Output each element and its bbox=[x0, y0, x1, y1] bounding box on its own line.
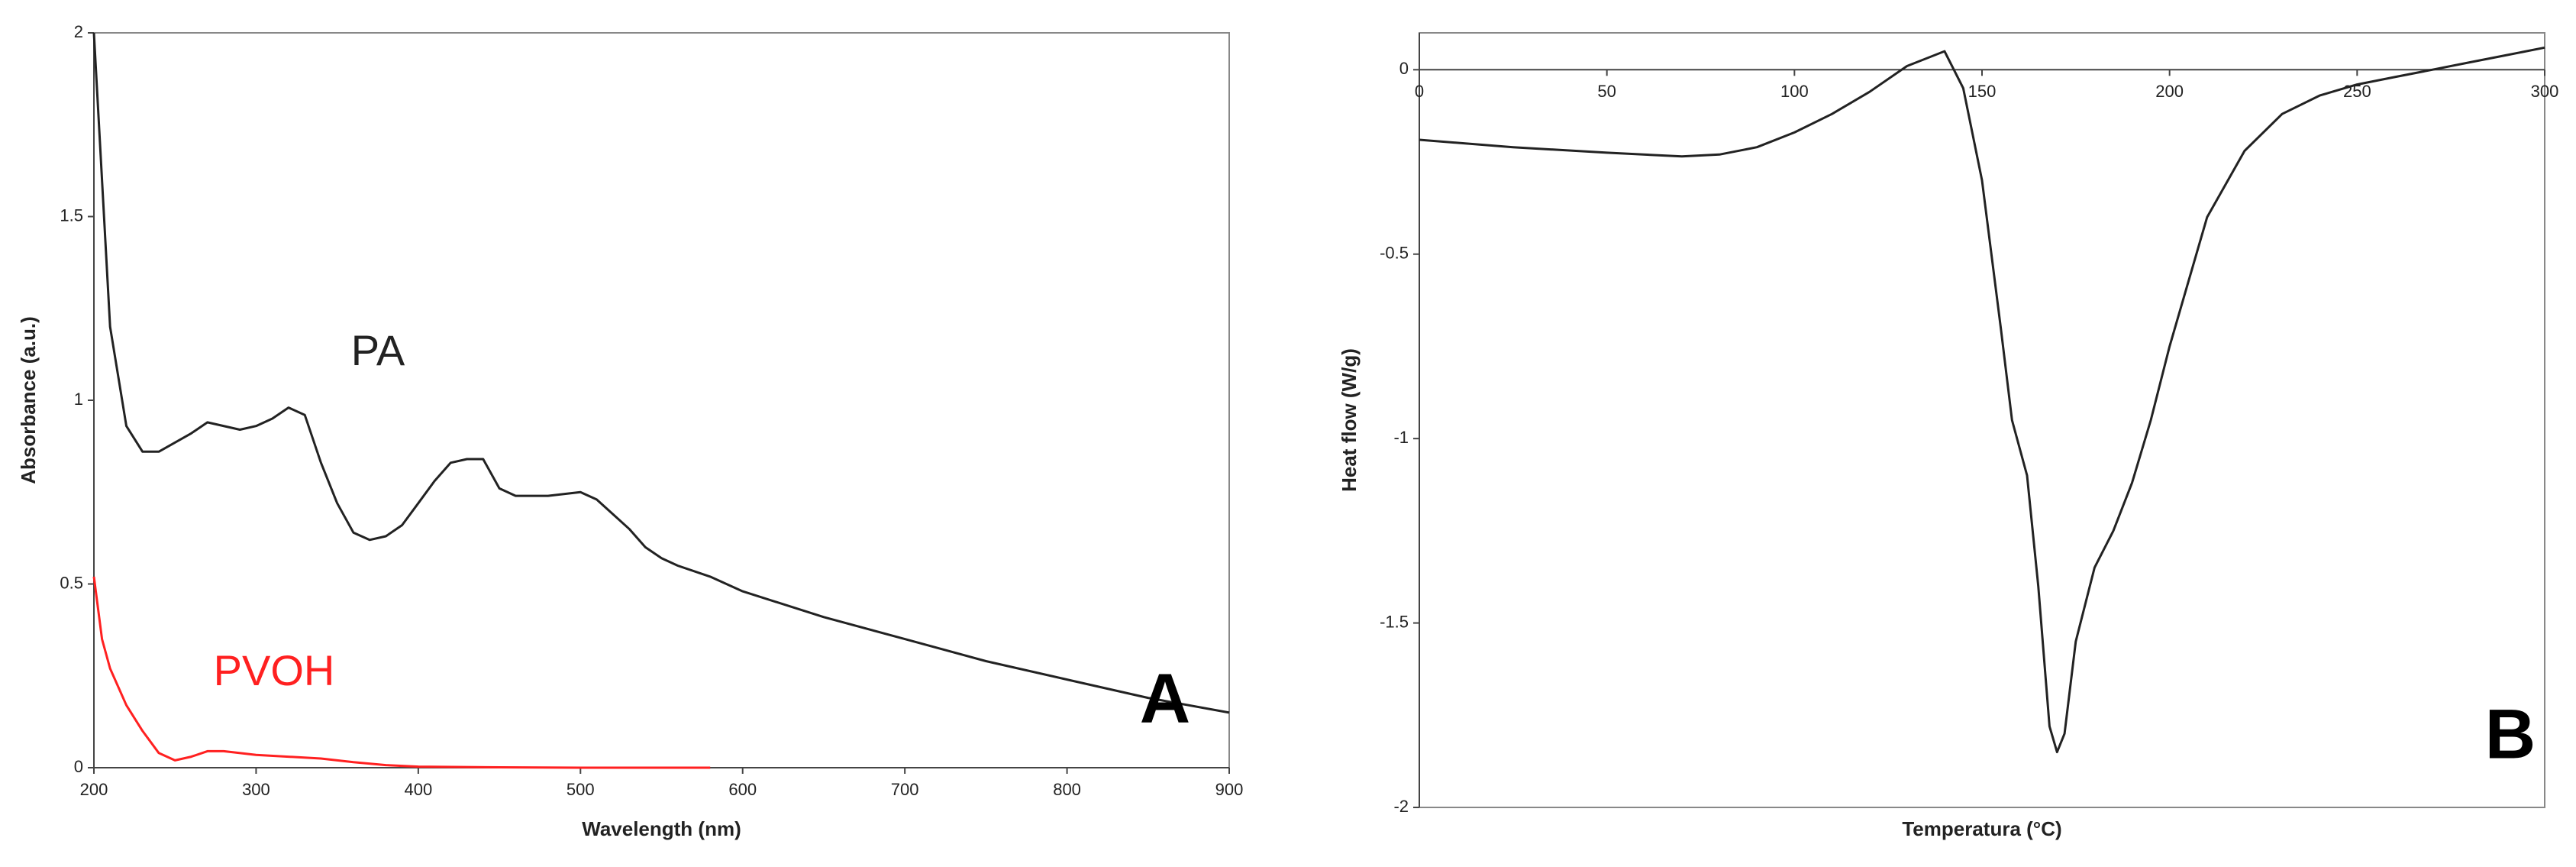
y-tick-label: -1 bbox=[1393, 428, 1409, 447]
chart-panel: -2-1.5-1-0.500 50 100 150 200 250 300Temperatu… bbox=[1338, 32, 2559, 840]
x-tick-label: 700 bbox=[891, 780, 919, 799]
y-tick-label: 1 bbox=[74, 390, 83, 409]
y-tick-label: -0.5 bbox=[1380, 244, 1409, 263]
y-tick-label: -1.5 bbox=[1380, 612, 1409, 631]
x-tick-label: 200 bbox=[80, 780, 108, 799]
x-tick-label: 400 bbox=[404, 780, 432, 799]
x-tick-label: 300 bbox=[2531, 82, 2559, 101]
y-tick-label: 0.5 bbox=[60, 573, 83, 592]
x-tick-label: 900 bbox=[1215, 780, 1244, 799]
x-axis-title: Wavelength (nm) bbox=[582, 817, 741, 840]
x-axis-title: Temperatura (°C) bbox=[1902, 817, 2061, 840]
data-line bbox=[1419, 46, 2545, 754]
y-tick-label: 0 bbox=[74, 757, 83, 776]
x-tick-label: 300 bbox=[242, 780, 270, 799]
data-line bbox=[92, 576, 711, 769]
x-tick-label: 150 bbox=[1968, 82, 1997, 101]
y-tick-label: 2 bbox=[74, 22, 83, 41]
series-label: PVOH bbox=[214, 646, 335, 694]
x-tick-label: 0 bbox=[1415, 82, 1424, 101]
plot-frame bbox=[1419, 32, 2545, 808]
x-tick-label: 100 bbox=[1780, 82, 1809, 101]
chart-panel: 0 0.5 1 1.5 2 200 300 400 500 600 700 800 900 Wavelen… bbox=[17, 22, 1243, 840]
y-tick-label: -2 bbox=[1393, 797, 1409, 816]
panel-label: B bbox=[2485, 695, 2536, 773]
panel-label: A bbox=[1140, 659, 1190, 737]
x-tick-label: 600 bbox=[728, 780, 757, 799]
x-tick-label: 800 bbox=[1053, 780, 1081, 799]
y-axis-title: Heat flow (W/g) bbox=[1338, 348, 1361, 492]
x-tick-label: 500 bbox=[567, 780, 595, 799]
x-tick-label: 200 bbox=[2155, 82, 2184, 101]
series-label: PA bbox=[351, 326, 405, 374]
x-tick-label: 50 bbox=[1597, 82, 1616, 101]
data-line bbox=[92, 32, 1230, 714]
y-tick-label: 0 bbox=[1399, 59, 1409, 78]
y-tick-label: 1.5 bbox=[60, 205, 83, 225]
y-axis-title: Absorbance (a.u.) bbox=[17, 316, 40, 484]
